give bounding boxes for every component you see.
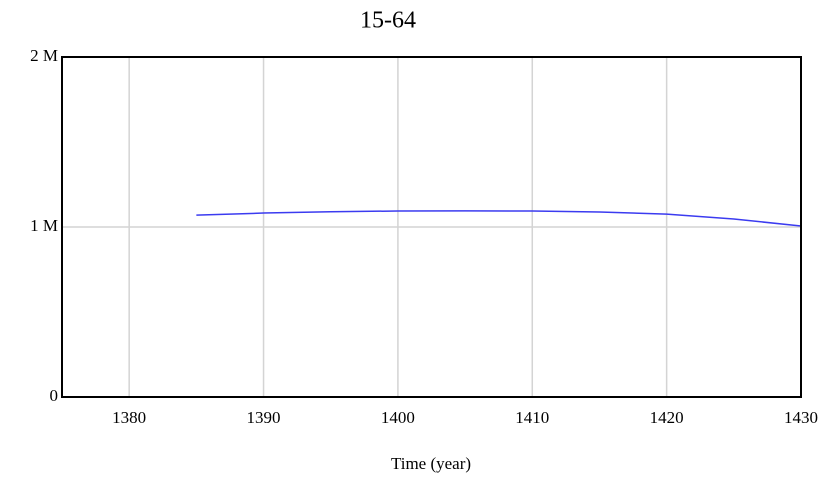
x-axis-label: Time (year): [391, 454, 471, 473]
chart-title: 15-64: [360, 8, 416, 34]
x-tick-label: 1420: [650, 408, 684, 427]
plot-frame: [61, 56, 802, 398]
y-tick-label: 2 M: [30, 46, 58, 65]
y-tick-label: 1 M: [30, 216, 58, 235]
x-tick-label: 1380: [112, 408, 146, 427]
grid: [62, 56, 802, 398]
series-line: [196, 210, 802, 227]
x-tick-label: 1410: [515, 408, 549, 427]
x-tick-label: 1400: [381, 408, 415, 427]
x-tick-label: 1430: [784, 408, 818, 427]
plot: [196, 210, 802, 227]
x-tick-label: 1390: [247, 408, 281, 427]
y-tick-label: 0: [50, 386, 59, 405]
